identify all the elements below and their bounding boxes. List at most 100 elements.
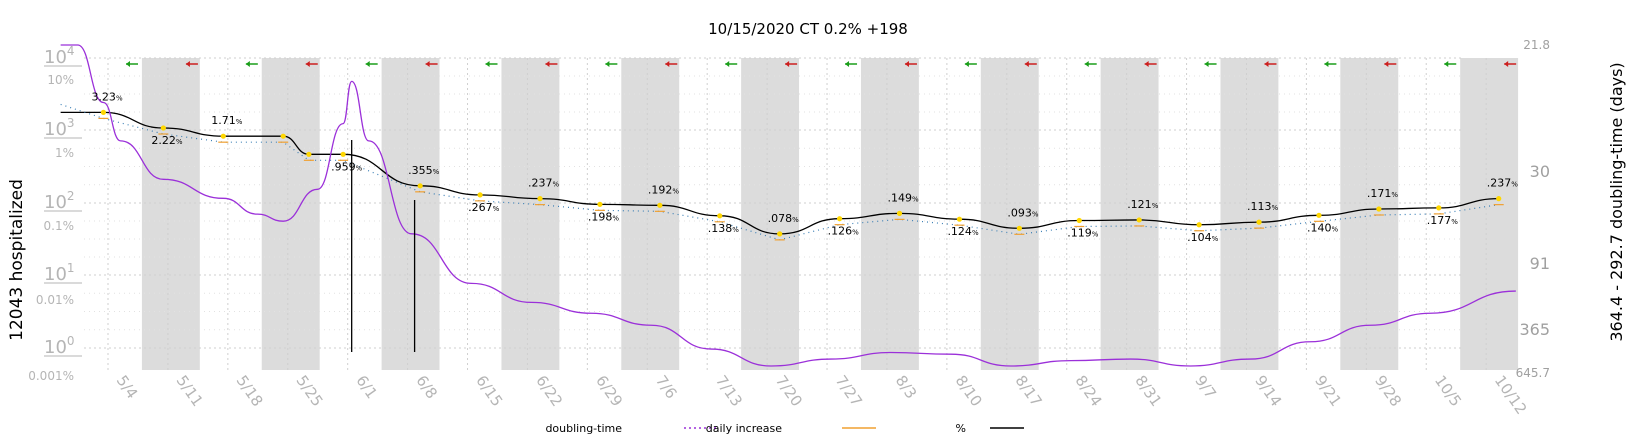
y-tick-label-left: 104 [44,44,75,68]
week-band [741,58,800,370]
marker-arrowhead [1144,61,1149,67]
percent-point [896,210,903,216]
percent-point [1136,217,1142,223]
weekday-markers [126,61,1517,67]
series-lines [60,44,1516,367]
percent-point [657,202,663,208]
percent-point [597,201,603,207]
x-tick-label: 6/29 [592,372,626,410]
week-bands [141,58,1519,370]
week-band [621,58,680,370]
week-band [141,58,200,370]
x-tick-label: 9/14 [1251,372,1285,410]
percent-label: .267% [468,201,500,214]
y-axis-right-label: 364.4 - 292.7 doubling-time (days) [1607,62,1626,341]
percent-point [477,192,483,198]
y-tick-label-percent: 0.001% [28,369,74,383]
x-tick-label: 7/20 [772,372,806,410]
marker-arrowhead [1204,61,1209,67]
x-tick-label: 5/25 [292,372,326,410]
x-tick-label: 7/6 [652,372,681,402]
percent-label: .192% [648,183,680,196]
marker-arrowhead [1444,61,1449,67]
percent-point [1016,225,1022,231]
marker-arrowhead [1264,61,1269,67]
percent-label: .237% [1487,177,1519,190]
y-tick-label-percent: 0.01% [36,293,74,307]
x-tick-label: 8/17 [1012,372,1046,410]
doubling-time-line [60,44,1516,367]
x-tick-label: 7/27 [832,372,866,410]
marker-arrowhead [785,61,790,67]
percent-label: .149% [888,191,920,204]
legend-label: % [956,422,966,435]
week-band [1220,58,1279,370]
y-axis-left-label: 12043 hospitalized [7,179,27,341]
week-band [1340,58,1399,370]
y-tick-label-left: 100 [44,334,75,358]
percent-label: .113% [1247,200,1279,213]
week-band [381,58,440,370]
x-tick-label: 9/28 [1371,372,1405,410]
percent-line [60,111,1499,235]
marker-arrowhead [305,61,310,67]
percent-label: 2.22% [151,134,183,147]
percent-point [100,109,107,115]
percent-label: 3.23% [91,90,123,103]
percent-point [417,183,423,189]
percent-labels: 3.23% 2.22% 1.71% .959% .355% .267% .237% .198%… [91,90,1518,243]
x-tick-label: 5/4 [113,372,142,402]
percent-point [717,213,723,219]
percent-label: .093% [1007,206,1039,219]
marker-arrowhead [1084,61,1089,67]
percent-label: .124% [947,225,979,238]
percent-point [537,196,543,202]
x-tick-label: 8/10 [952,372,986,410]
y-axis-right: 21.8 30 91 365 645.7 [1516,38,1550,380]
grid-lines [84,57,1487,370]
x-tick-label: 6/1 [352,372,381,402]
y-axis-percent: 10% 1% 0.1% 0.01% 0.001% [28,73,74,383]
marker-arrowhead [245,61,250,67]
marker-arrowhead [845,61,850,67]
marker-arrowhead [1384,61,1389,67]
week-band [501,58,560,370]
marker-arrowhead [1024,61,1029,67]
percent-label: .237% [528,177,560,190]
percent-label: .177% [1427,214,1459,227]
percent-label: .119% [1067,226,1099,239]
percent-point [160,125,166,131]
percent-label: .959% [331,160,363,173]
x-tick-label: 9/21 [1311,372,1345,410]
y-tick-label-right: 365 [1519,320,1550,339]
y-tick-label-percent: 0.1% [44,219,75,233]
percent-point [1316,212,1322,218]
y-tick-label-left: 103 [44,116,75,140]
week-band [980,58,1039,370]
y-axis-left: 104 103 102 101 100 [44,44,82,358]
marker-arrowhead [605,61,610,67]
percent-label: .355% [408,164,440,177]
marker-arrowhead [485,61,490,67]
percent-point [777,231,783,237]
week-band [1100,58,1159,370]
percent-label: .126% [828,225,860,238]
percent-label: .140% [1307,221,1339,234]
percent-point [340,151,346,157]
marker-arrowhead [904,61,909,67]
marker-arrowhead [365,61,370,67]
marker-arrowhead [725,61,730,67]
x-tick-label: 7/13 [712,372,746,410]
x-axis: 5/4 5/11 5/18 5/25 6/1 6/8 6/15 6/22 6/29 7/6 7/13… [113,372,1531,418]
legend-label: doubling-time [545,422,622,435]
marker-arrowhead [1324,61,1329,67]
y-tick-label-right: 30 [1530,162,1550,181]
percent-label: .171% [1367,187,1399,200]
percent-point [956,216,963,222]
percent-label: .078% [768,212,800,225]
x-tick-label: 6/8 [412,372,441,402]
x-tick-label: 8/3 [892,372,921,402]
x-tick-label: 8/31 [1131,372,1165,410]
x-tick-label: 9/7 [1191,372,1220,402]
